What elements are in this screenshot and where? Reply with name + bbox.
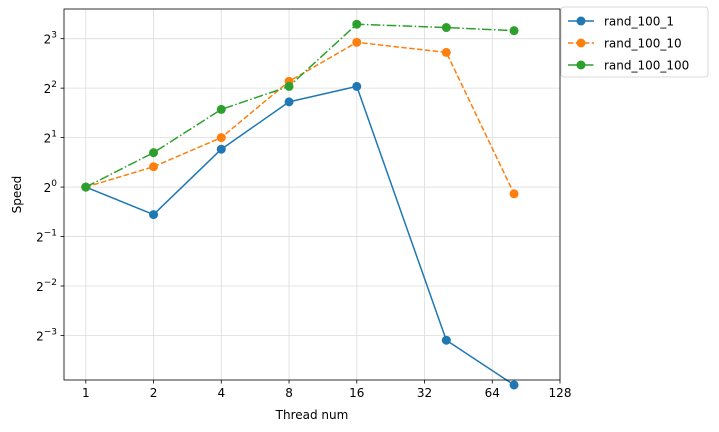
y-tick-label: 2−2	[36, 278, 57, 294]
data-point	[216, 144, 226, 154]
legend-label: rand_100_100	[604, 59, 689, 73]
series-layer	[81, 19, 519, 390]
series-rand_100_1	[81, 81, 519, 390]
x-tick-label: 1	[82, 386, 90, 400]
data-point	[441, 335, 451, 345]
data-point	[149, 162, 159, 172]
x-axis-ticks: 1 2 4 8 16 32 64 128	[82, 380, 571, 400]
y-tick-label: 20	[44, 179, 58, 195]
x-tick-label: 2	[150, 386, 158, 400]
y-tick-label: 23	[44, 31, 57, 47]
series-rand_100_100	[81, 19, 519, 192]
x-tick-label: 4	[217, 386, 225, 400]
y-axis-ticks: 2−3 2−2 2−1 20 21 22 23	[36, 31, 64, 343]
x-tick-label: 64	[485, 386, 500, 400]
series-rand_100_10	[81, 37, 519, 199]
x-tick-label: 128	[549, 386, 572, 400]
data-point	[149, 210, 159, 220]
series-line	[85, 23, 515, 188]
x-tick-label: 32	[417, 386, 432, 400]
legend-marker	[576, 60, 586, 70]
y-axis-label: Speed	[10, 176, 24, 214]
data-point	[441, 23, 451, 33]
legend-marker	[576, 38, 586, 48]
grid	[64, 9, 561, 380]
legend: rand_100_1 rand_100_10 rand_100_100	[560, 6, 709, 78]
data-point	[149, 148, 159, 158]
data-point	[216, 104, 226, 114]
legend-label: rand_100_10	[604, 37, 682, 51]
legend-item: rand_100_1	[568, 15, 674, 29]
data-point	[284, 81, 294, 91]
y-tick-label: 21	[44, 130, 57, 146]
data-point	[284, 97, 294, 107]
legend-item: rand_100_10	[568, 37, 682, 51]
data-point	[352, 37, 362, 47]
plot-frame	[63, 8, 561, 381]
x-tick-label: 8	[285, 386, 293, 400]
data-point	[441, 47, 451, 57]
data-point	[81, 182, 91, 192]
legend-box	[560, 6, 709, 78]
y-tick-label: 2−1	[36, 229, 57, 245]
data-point	[216, 133, 226, 143]
x-tick-label: 16	[349, 386, 364, 400]
legend-label: rand_100_1	[604, 15, 674, 29]
data-point	[352, 19, 362, 29]
data-point	[509, 380, 519, 390]
legend-marker	[576, 16, 586, 26]
data-point	[352, 81, 362, 91]
y-tick-label: 2−3	[36, 327, 57, 343]
data-point	[509, 189, 519, 199]
y-tick-label: 22	[44, 80, 57, 96]
series-line	[85, 41, 515, 195]
x-axis-label: Thread num	[275, 408, 349, 422]
legend-item: rand_100_100	[568, 59, 689, 73]
data-point	[509, 26, 519, 36]
